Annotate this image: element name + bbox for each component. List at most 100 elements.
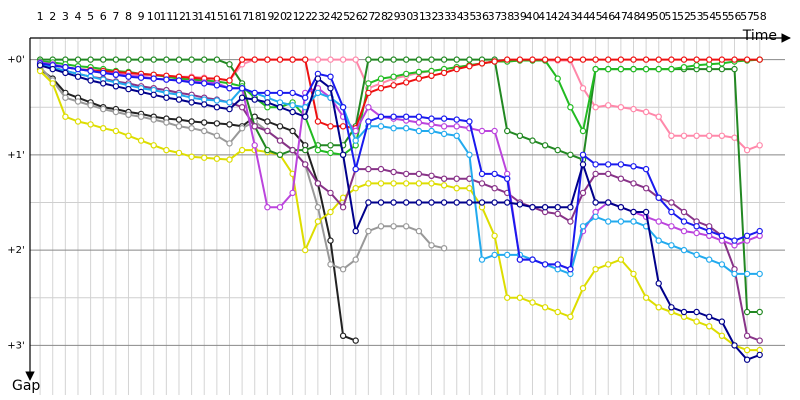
data-point (428, 72, 435, 80)
data-point (642, 65, 650, 73)
data-point (529, 299, 536, 306)
x-tick-label: 52 (677, 10, 691, 23)
x-tick-label: 3 (62, 10, 69, 23)
data-point (112, 83, 120, 90)
data-point (74, 56, 82, 63)
data-point (302, 246, 309, 254)
data-point (163, 76, 170, 83)
data-point (352, 227, 359, 235)
x-tick-label: 12 (172, 10, 186, 23)
data-point (756, 337, 763, 344)
data-point (655, 280, 662, 287)
series-line (39, 58, 761, 152)
x-tick-label: 24 (323, 10, 337, 23)
data-point (175, 123, 183, 130)
data-point (605, 102, 612, 109)
data-point (605, 199, 612, 206)
data-point (743, 346, 751, 354)
data-point (743, 356, 751, 363)
data-point (605, 218, 612, 225)
data-point (630, 163, 637, 170)
data-point (62, 69, 69, 77)
data-point (314, 56, 322, 63)
data-point (188, 99, 195, 106)
data-point (74, 118, 82, 125)
data-point (718, 261, 726, 268)
x-tick-label: 11 (159, 10, 173, 23)
data-point (175, 149, 183, 157)
data-point (314, 118, 322, 125)
data-point (491, 199, 498, 206)
y-tick-label: +2' (7, 245, 25, 256)
data-point (289, 89, 296, 97)
data-point (403, 56, 410, 63)
data-point (264, 89, 271, 97)
data-point (137, 74, 145, 81)
data-point (680, 308, 688, 316)
data-point (339, 151, 347, 158)
data-point (365, 165, 372, 173)
x-tick-label: 55 (715, 10, 729, 23)
data-point (428, 127, 435, 135)
data-point (150, 116, 157, 123)
data-point (453, 65, 460, 73)
data-point (327, 189, 334, 197)
data-point (175, 77, 183, 84)
data-point (743, 270, 751, 278)
data-point (718, 132, 726, 139)
x-tick-label: 16 (222, 10, 236, 23)
data-point (693, 229, 700, 237)
data-point (251, 142, 258, 149)
data-point (516, 294, 524, 301)
data-point (36, 62, 44, 69)
data-point (592, 266, 599, 273)
data-point (276, 151, 284, 158)
data-point (377, 180, 385, 187)
data-point (706, 313, 713, 320)
data-point (592, 65, 599, 73)
series-line (39, 64, 761, 361)
data-point (466, 118, 473, 125)
x-tick-label: 28 (374, 10, 388, 23)
data-point (579, 127, 587, 135)
data-point (49, 65, 56, 73)
data-point (213, 155, 221, 162)
data-point (466, 199, 473, 206)
data-point (238, 103, 246, 111)
data-point (706, 56, 713, 63)
data-point (731, 134, 738, 141)
x-tick-label: 19 (260, 10, 274, 23)
data-point (377, 84, 385, 92)
x-tick-label: 43 (563, 10, 577, 23)
data-point (289, 56, 296, 63)
data-point (314, 180, 322, 187)
data-point (226, 61, 233, 68)
data-point (617, 256, 625, 263)
data-point (339, 266, 347, 273)
data-point (680, 208, 688, 216)
data-point (289, 127, 296, 135)
data-point (137, 113, 145, 120)
data-point (428, 199, 435, 206)
x-tick-label: 5 (87, 10, 94, 23)
data-point (289, 108, 296, 116)
x-tick-label: 47 (614, 10, 628, 23)
data-point (238, 94, 246, 101)
data-point (226, 77, 233, 84)
data-point (668, 223, 675, 230)
data-point (504, 56, 511, 63)
data-point (756, 227, 763, 235)
data-point (390, 73, 397, 80)
data-point (440, 244, 448, 252)
data-point (592, 161, 599, 168)
data-point (365, 199, 372, 206)
data-point (693, 318, 700, 325)
data-point (579, 189, 587, 197)
x-tick-label: 21 (286, 10, 300, 23)
data-point (327, 123, 334, 130)
data-point (554, 210, 561, 218)
data-point (62, 113, 69, 120)
data-point (554, 56, 561, 63)
x-tick-label: 48 (626, 10, 640, 23)
data-point (327, 149, 334, 157)
